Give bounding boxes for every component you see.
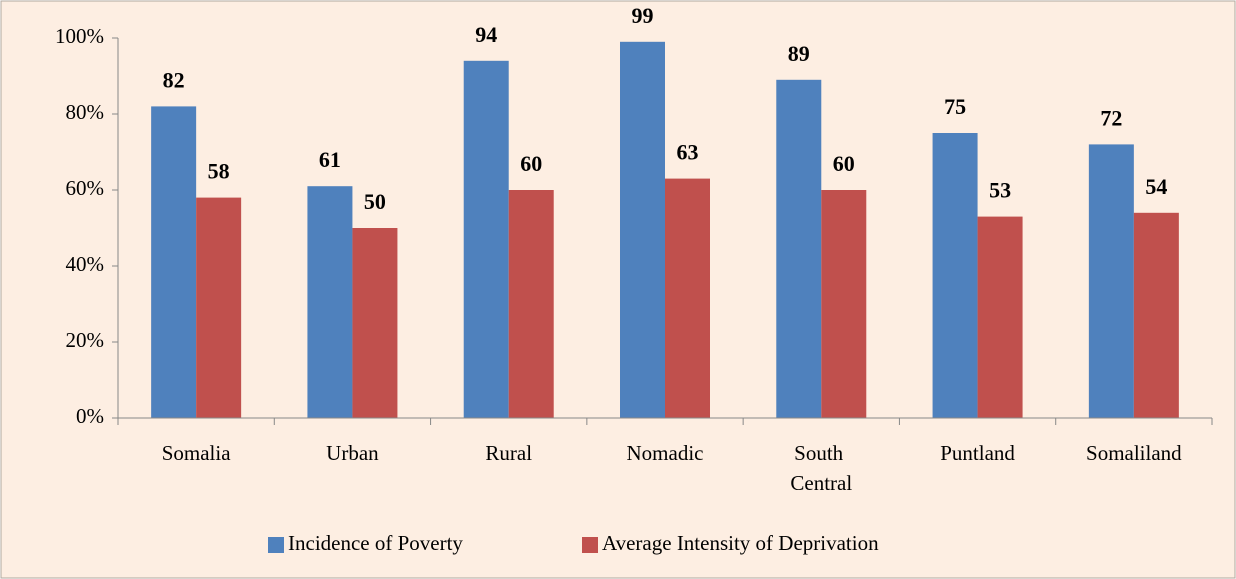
x-tick-label-line: Central [790,471,852,495]
bar [1088,144,1134,418]
x-tick-label: Rural [485,441,532,465]
value-label: 53 [989,178,1011,203]
bar [932,133,978,418]
value-label: 75 [944,94,966,119]
bar [307,186,353,418]
y-tick-label: 40% [66,252,105,276]
x-tick-label: Somalia [162,441,232,465]
bar [977,216,1023,418]
value-label: 89 [788,41,810,66]
value-label: 63 [677,140,699,165]
bar [463,60,509,419]
value-label: 72 [1100,105,1122,130]
bar [1133,212,1179,418]
x-tick-label-line: South [794,441,848,465]
bar [196,197,242,418]
x-tick-label: Urban [326,441,379,465]
value-label: 99 [632,3,654,28]
bar [508,190,554,418]
bar [821,190,867,418]
bar [665,178,710,418]
y-tick-label: 80% [66,100,105,124]
legend-label: Average Intensity of Deprivation [602,531,879,555]
y-tick-label: 60% [66,176,105,200]
x-tick-label: Puntland [940,441,1015,465]
x-tick-label: South Central [790,441,852,495]
y-tick-label: 0% [76,404,104,428]
legend-label: Incidence of Poverty [288,531,463,555]
value-label: 94 [475,22,497,47]
value-label: 50 [364,189,386,214]
value-label: 58 [208,159,230,184]
value-label: 60 [520,151,542,176]
y-tick-label: 100% [55,24,104,48]
value-label: 61 [319,147,341,172]
x-tick-label: Somaliland [1086,441,1182,465]
x-tick-label: Nomadic [627,441,704,465]
legend-swatch [582,537,598,553]
y-tick-label: 20% [66,328,105,352]
bar [352,228,398,418]
bar [151,106,197,419]
value-label: 82 [163,67,185,92]
value-label: 54 [1145,174,1167,199]
bar [776,79,822,419]
bar [620,41,665,419]
legend-swatch [268,537,284,553]
value-label: 60 [833,151,855,176]
